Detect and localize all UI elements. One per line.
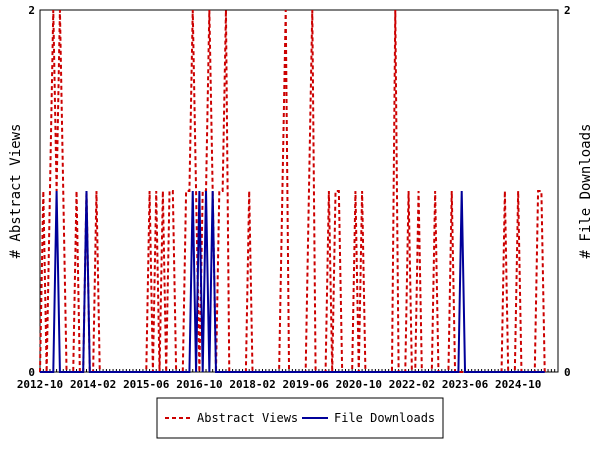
- x-tick-label: 2020-10: [336, 378, 382, 391]
- plot-area: [39, 9, 559, 373]
- x-tick-label: 2015-06: [123, 378, 170, 391]
- series-layer: [39, 9, 546, 373]
- x-tick-label: 2023-06: [442, 378, 489, 391]
- y-right-tick-top: 2: [564, 4, 571, 17]
- legend-label-file-downloads: File Downloads: [334, 411, 435, 425]
- series-line-file-downloads: [40, 190, 545, 373]
- y-axis-left-title: # Abstract Views: [8, 124, 24, 259]
- x-axis-labels: 2012-10 2014-02 2015-06 2016-10 2018-02 2019-…: [17, 378, 542, 391]
- x-tick-label: 2018-02: [229, 378, 275, 391]
- y-axis-right-title: # File Downloads: [578, 124, 594, 259]
- x-tick-label: 2019-06: [282, 378, 329, 391]
- legend-box: [156, 397, 444, 439]
- y-left-tick-top: 2: [28, 4, 35, 17]
- x-tick-label: 2014-02: [70, 378, 116, 391]
- y-left-tick-bottom: 0: [28, 366, 35, 379]
- legend: Abstract Views File Downloads: [156, 397, 444, 439]
- legend-label-abstract-views: Abstract Views: [197, 411, 298, 425]
- y-right-tick-bottom: 0: [564, 366, 571, 379]
- x-tick-label: 2016-10: [176, 378, 222, 391]
- x-tick-label: 2012-10: [17, 378, 63, 391]
- x-tick-label: 2024-10: [495, 378, 541, 391]
- x-tick-label: 2022-02: [389, 378, 435, 391]
